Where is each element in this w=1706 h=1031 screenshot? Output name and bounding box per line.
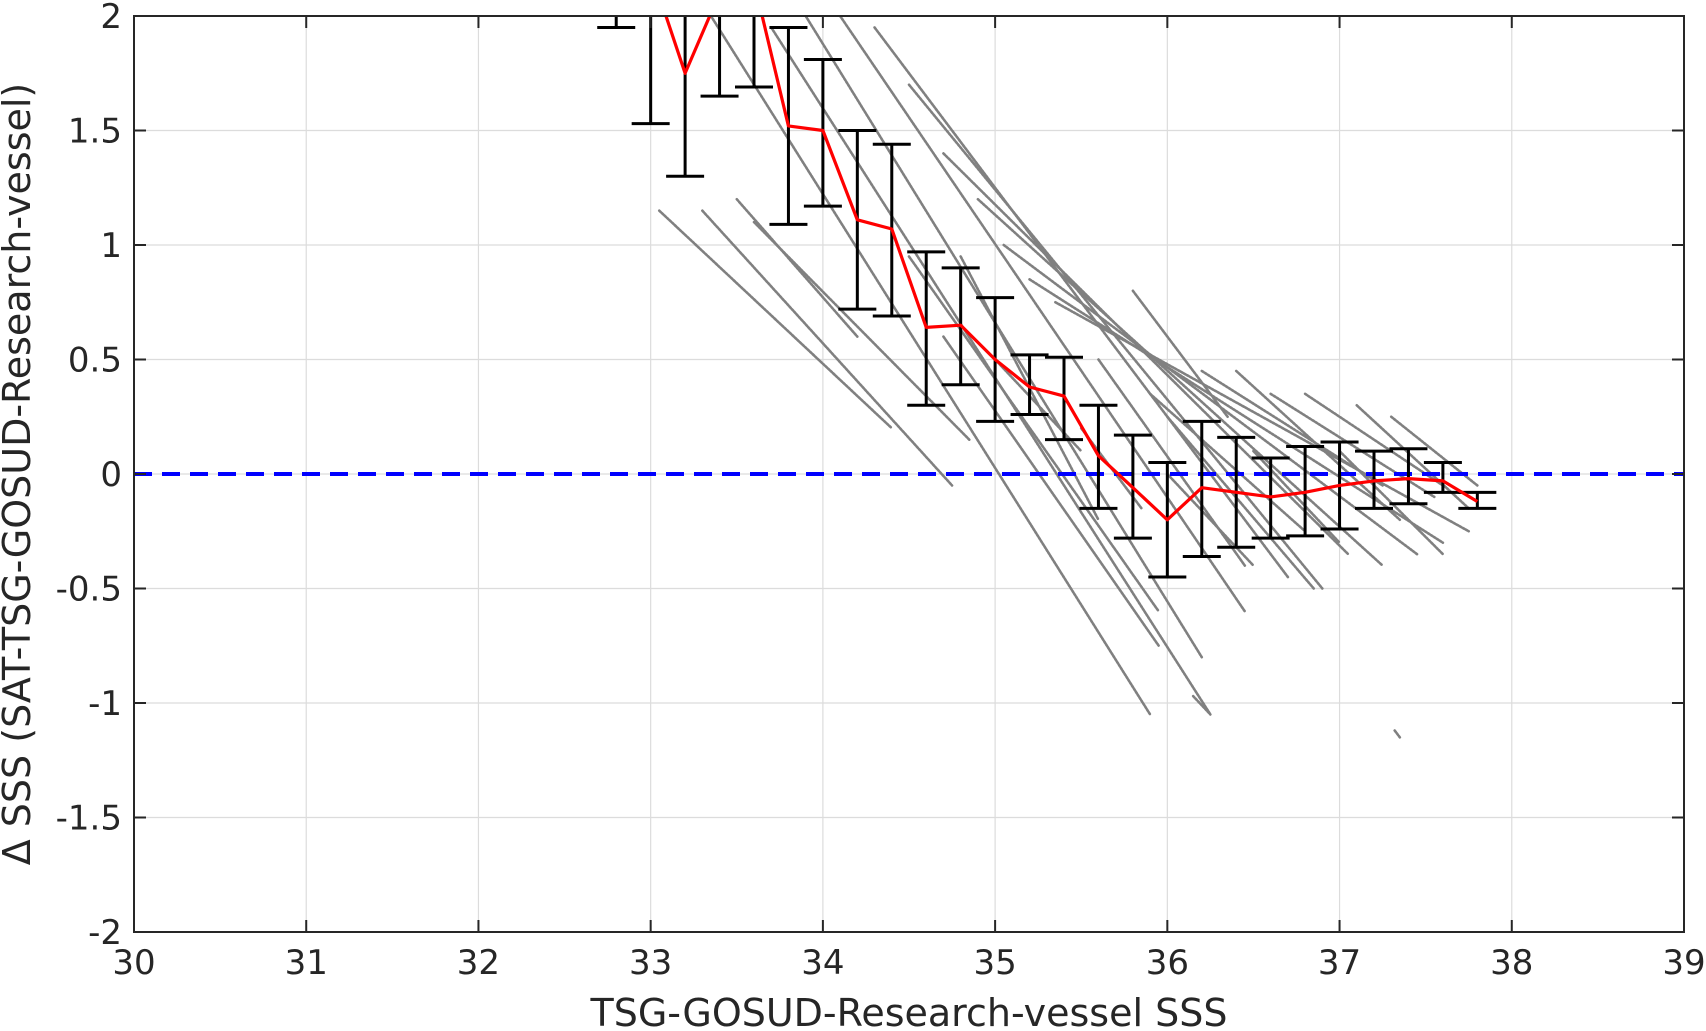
- mean-polyline: [664, 16, 1479, 522]
- scatter-streak: [1303, 392, 1445, 487]
- x-axis-title: TSG-GOSUD-Research-vessel SSS: [590, 991, 1228, 1031]
- y-tick-label: -1: [88, 684, 122, 724]
- y-tick-label: 1: [100, 226, 122, 266]
- y-tick-label: -1.5: [56, 799, 122, 839]
- y-tick-label: 0.5: [68, 341, 122, 381]
- scatter-streak: [1166, 415, 1316, 590]
- x-tick-label: 39: [1662, 943, 1705, 983]
- x-tick-label: 35: [973, 943, 1016, 983]
- scatter-streak: [709, 16, 1152, 716]
- y-tick-label: -2: [88, 913, 122, 953]
- x-tick-label: 36: [1146, 943, 1189, 983]
- y-tick-label: 2: [100, 0, 122, 37]
- scatter-streak: [1148, 392, 1307, 533]
- x-tick-label: 32: [457, 943, 500, 983]
- scatter-streak: [1393, 729, 1402, 739]
- y-axis-ticks: 2 1.5 1 0.5 0 -0.5 -1 -1.5 -2: [56, 0, 1684, 953]
- scatter-streak: [907, 255, 1161, 613]
- scatter-streak: [1191, 694, 1212, 716]
- x-tick-label: 31: [285, 943, 328, 983]
- y-tick-label: 0: [100, 455, 122, 495]
- y-axis-title: Δ SSS (SAT-TSG-GOSUD-Research-vessel): [0, 83, 39, 866]
- x-axis-ticks: 30 31 32 33 34 35 36 37 38 39: [112, 16, 1706, 983]
- x-tick-label: 34: [801, 943, 844, 983]
- x-tick-label: 33: [629, 943, 672, 983]
- scatter-streak: [1131, 289, 1229, 419]
- y-tick-label: -0.5: [56, 570, 122, 610]
- mean-line: [664, 16, 1479, 522]
- scatter-streak: [1054, 300, 1471, 533]
- x-tick-label: 30: [112, 943, 155, 983]
- scatter-streak: [993, 358, 1083, 453]
- scatter-streak: [942, 335, 1161, 648]
- x-tick-label: 38: [1490, 943, 1533, 983]
- scatter-streak: [1166, 472, 1255, 567]
- scatter-streak: [976, 197, 1384, 567]
- x-tick-label: 37: [1318, 943, 1361, 983]
- scatter-streak: [701, 209, 954, 487]
- scatter-streak: [657, 209, 894, 430]
- scatter-streak: [1002, 243, 1419, 556]
- y-tick-label: 1.5: [68, 112, 122, 152]
- scatter-streak: [735, 197, 859, 338]
- scatter-streak: [1252, 449, 1341, 545]
- scatter-streak: [1200, 369, 1384, 487]
